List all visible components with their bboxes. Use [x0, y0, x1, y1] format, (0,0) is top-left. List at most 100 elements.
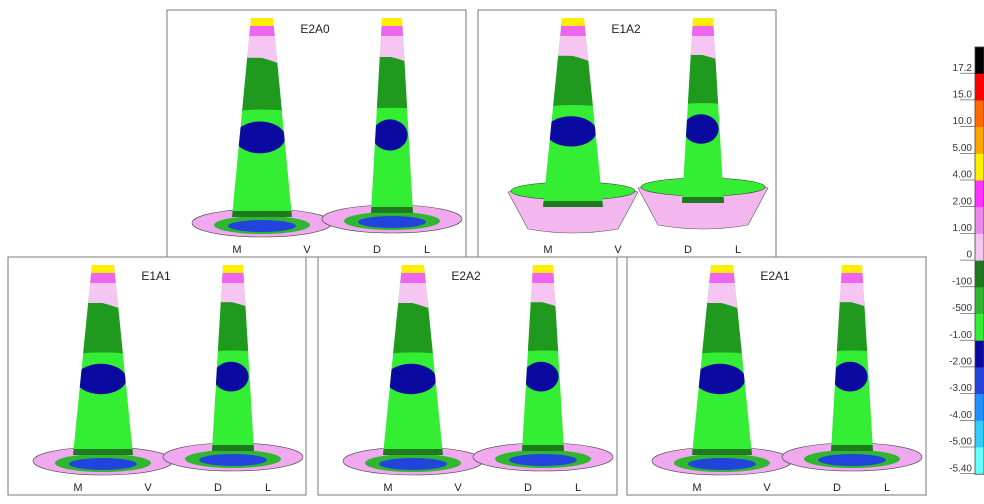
- legend-label: 4.00: [953, 170, 973, 181]
- zone-pink-edge: [73, 265, 133, 332]
- legend-label: 5.00: [953, 143, 973, 154]
- zone-dark-green: [232, 52, 292, 118]
- legend-swatch: [975, 260, 984, 288]
- view-label: M: [692, 482, 701, 494]
- zone-pink-edge: [371, 18, 413, 87]
- zone-dark-green: [682, 50, 724, 111]
- zone-dark-band: [692, 449, 752, 455]
- legend-swatch: [975, 100, 984, 128]
- panel: E1A2 M V D L: [477, 9, 777, 258]
- panel: E2A2 M V D L: [317, 256, 618, 496]
- legend-label: 2.00: [953, 196, 973, 207]
- legend-swatch: [975, 233, 984, 262]
- zone-blue: [683, 114, 719, 144]
- base-inner: [69, 458, 137, 470]
- view-label: V: [454, 482, 462, 494]
- zone-dark-green: [383, 298, 443, 360]
- legend-label: -2.00: [949, 357, 972, 368]
- view-label: M: [73, 482, 82, 494]
- zone-blue: [545, 116, 597, 147]
- legend-swatch: [975, 340, 984, 368]
- view-label: M: [383, 482, 392, 494]
- panel-title: E2A0: [300, 22, 330, 36]
- legend: 17.2 15.0 10.0 5.00 4.00 2.00 1.00 0 -100 -500 -1.…: [949, 46, 984, 475]
- view-label: L: [265, 482, 271, 494]
- legend-label: 15.0: [953, 90, 973, 101]
- base-inner: [379, 458, 447, 470]
- zone-dark-green: [73, 298, 133, 360]
- legend-swatch: [975, 47, 984, 75]
- zone-blue: [832, 361, 868, 392]
- legend-label: -100: [952, 276, 972, 287]
- zone-yellow: [212, 265, 254, 273]
- view-label: D: [524, 482, 532, 494]
- zone-pink-edge: [682, 18, 724, 83]
- panel: E2A1 M V D L: [626, 256, 927, 496]
- zone-blue: [523, 361, 559, 392]
- legend-swatch: [975, 420, 984, 448]
- zone-blue: [234, 121, 286, 154]
- legend-frame: [974, 46, 984, 475]
- zone-dark-green: [831, 297, 873, 358]
- zone-magenta: [232, 26, 292, 36]
- zone-dark-band: [73, 449, 133, 455]
- view-label: M: [232, 244, 241, 256]
- zone-dark-band: [522, 445, 564, 451]
- base-inner: [688, 458, 756, 470]
- zone-magenta: [543, 26, 603, 36]
- zone-dark-band: [383, 449, 443, 455]
- legend-label: -500: [952, 303, 972, 314]
- zone-magenta: [383, 273, 443, 283]
- zone-blue: [213, 361, 249, 392]
- zone-pink-edge: [212, 265, 254, 331]
- zone-pink-edge: [692, 265, 752, 332]
- view-label: V: [303, 244, 311, 256]
- legend-swatch: [975, 314, 984, 342]
- base-inner: [228, 220, 296, 232]
- zone-blue: [75, 363, 127, 395]
- legend-label: -5.40: [949, 463, 972, 474]
- zone-pink-edge: [831, 265, 873, 331]
- base-inner: [818, 454, 886, 466]
- base-inner: [509, 454, 577, 466]
- panel-title: E1A2: [611, 22, 641, 36]
- zone-blue: [385, 363, 437, 395]
- zone-pink-edge: [543, 18, 603, 85]
- zone-magenta: [692, 273, 752, 283]
- legend-label: -5.00: [949, 437, 972, 448]
- zone-magenta: [371, 26, 413, 36]
- zone-blue: [694, 363, 746, 395]
- zone-dark-green: [522, 297, 564, 358]
- zone-dark-green: [212, 297, 254, 358]
- zone-yellow: [522, 265, 564, 273]
- view-label: D: [214, 482, 222, 494]
- legend-label: 0: [966, 250, 972, 261]
- zone-magenta: [682, 26, 724, 36]
- legend-label: -4.00: [949, 410, 972, 421]
- view-label: V: [763, 482, 771, 494]
- view-label: M: [543, 244, 552, 256]
- view-label: L: [575, 482, 581, 494]
- base-inner: [358, 216, 426, 228]
- legend-swatch: [975, 207, 984, 235]
- zone-magenta: [831, 273, 873, 283]
- legend-label: 1.00: [953, 223, 973, 234]
- zone-pink-edge: [522, 265, 564, 331]
- panel-title: E1A1: [141, 269, 171, 283]
- zone-dark-band: [371, 207, 413, 213]
- zone-pink-edge: [383, 265, 443, 332]
- zone-dark-band: [831, 445, 873, 451]
- zone-dark-green: [543, 51, 603, 113]
- zone-dark-band: [212, 445, 254, 451]
- view-label: L: [884, 482, 890, 494]
- legend-label: 17.2: [953, 63, 973, 74]
- panel: E2A0 M V D L: [166, 9, 467, 258]
- zone-dark-band: [232, 211, 292, 217]
- view-label: V: [614, 244, 622, 256]
- zone-dark-green: [371, 52, 413, 116]
- legend-swatch: [975, 367, 984, 395]
- base-inner: [199, 454, 267, 466]
- view-label: V: [144, 482, 152, 494]
- view-label: D: [373, 244, 381, 256]
